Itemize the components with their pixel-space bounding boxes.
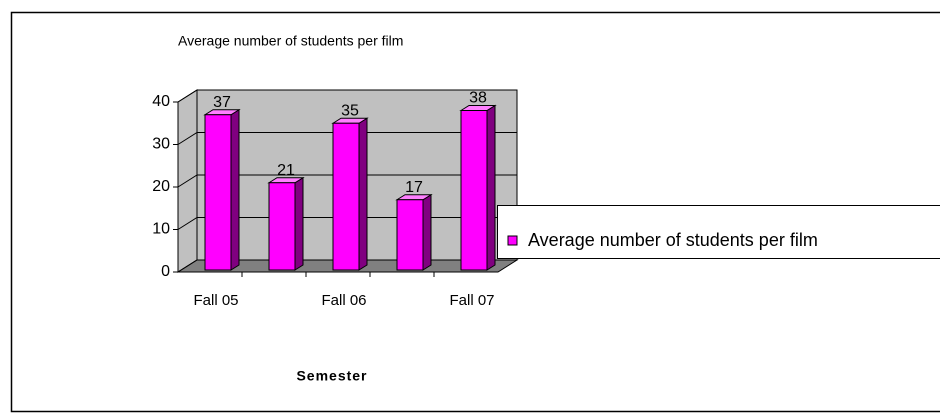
chart-title: Average number of students per film: [178, 33, 403, 49]
x-tick-label: Fall 07: [449, 292, 494, 309]
grid-line: [177, 89, 517, 103]
bar-side: [486, 104, 496, 271]
y-tick-label: 10: [152, 221, 170, 238]
bar: [332, 122, 360, 271]
bar-side: [294, 176, 304, 271]
bar-side: [230, 108, 240, 271]
bar-side: [422, 193, 432, 271]
legend-swatch: [507, 235, 518, 246]
bar-group: [331, 117, 369, 271]
data-label: 17: [405, 179, 423, 196]
bar: [268, 182, 296, 271]
data-label: 21: [277, 162, 295, 179]
data-label: 37: [213, 94, 231, 111]
bar: [204, 114, 232, 271]
legend-label: Average number of students per film: [528, 230, 818, 250]
bar-group: [267, 176, 305, 271]
grid-line: [177, 174, 517, 188]
data-label: 38: [469, 90, 487, 107]
bar-side: [358, 117, 368, 271]
y-tick-label: 40: [152, 93, 170, 110]
x-tick-label: Fall 06: [321, 292, 366, 309]
data-label: 35: [341, 102, 359, 119]
bar: [396, 199, 424, 271]
y-tick-label: 20: [152, 178, 170, 195]
x-tick-label: Fall 05: [193, 292, 238, 309]
bar-group: [203, 108, 241, 271]
bar: [460, 110, 488, 271]
bar-group: [395, 193, 433, 271]
legend-box: [497, 205, 940, 259]
y-tick-label: 30: [152, 136, 170, 153]
bar-group: [459, 104, 497, 271]
y-tick-label: 0: [161, 263, 170, 280]
grid-line: [177, 132, 517, 145]
x-axis-title: Semester: [296, 368, 367, 384]
